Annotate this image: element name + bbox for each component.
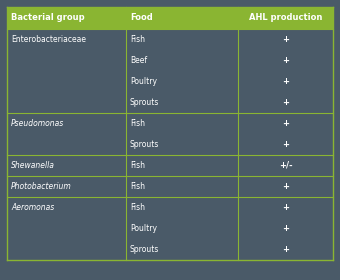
Text: Food: Food xyxy=(130,13,153,22)
Text: AHL production: AHL production xyxy=(249,13,322,22)
Text: Sprouts: Sprouts xyxy=(130,98,159,107)
Text: Aeromonas: Aeromonas xyxy=(11,203,54,212)
Text: Sprouts: Sprouts xyxy=(130,140,159,149)
Text: Photobacterium: Photobacterium xyxy=(11,182,72,191)
Text: Fish: Fish xyxy=(130,161,145,170)
Text: Pseudomonas: Pseudomonas xyxy=(11,119,64,128)
Text: Fish: Fish xyxy=(130,35,145,44)
Text: +: + xyxy=(282,182,289,191)
Text: Poultry: Poultry xyxy=(130,77,157,86)
Text: Beef: Beef xyxy=(130,56,147,65)
Text: Bacterial group: Bacterial group xyxy=(11,13,85,22)
Text: +: + xyxy=(282,98,289,107)
Text: Shewanella: Shewanella xyxy=(11,161,55,170)
Text: Enterobacteriaceae: Enterobacteriaceae xyxy=(11,35,86,44)
Text: Sprouts: Sprouts xyxy=(130,245,159,254)
Text: +: + xyxy=(282,35,289,44)
Text: Poultry: Poultry xyxy=(130,224,157,233)
Text: +: + xyxy=(282,245,289,254)
Text: Fish: Fish xyxy=(130,119,145,128)
Text: Fish: Fish xyxy=(130,203,145,212)
Text: +: + xyxy=(282,77,289,86)
Text: Fish: Fish xyxy=(130,182,145,191)
Text: +/-: +/- xyxy=(279,161,292,170)
Text: +: + xyxy=(282,119,289,128)
Text: +: + xyxy=(282,140,289,149)
Text: +: + xyxy=(282,56,289,65)
Text: +: + xyxy=(282,203,289,212)
Text: +: + xyxy=(282,224,289,233)
Bar xyxy=(7,7,333,29)
